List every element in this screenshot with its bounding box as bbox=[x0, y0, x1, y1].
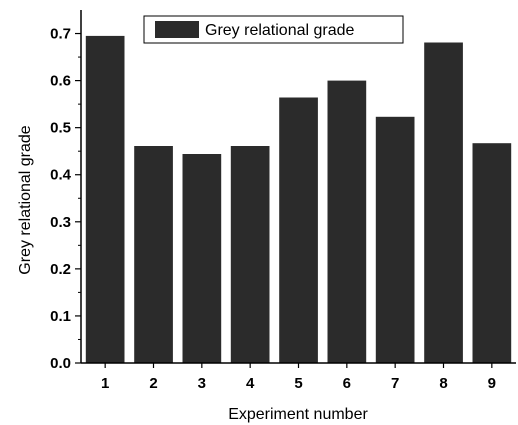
bar-1 bbox=[85, 35, 125, 364]
y-tick-label: 0.6 bbox=[50, 73, 71, 90]
y-axis-title: Grey relational grade bbox=[17, 125, 34, 275]
x-tick-label: 5 bbox=[294, 375, 302, 392]
y-ticks-group: 0.0 0.1 0.2 0.3 0.4 0.5 0.6 0.7 bbox=[50, 26, 81, 372]
bar-5 bbox=[279, 97, 318, 363]
x-axis-title: Experiment number bbox=[228, 406, 368, 423]
y-tick-label: 0.3 bbox=[50, 214, 71, 231]
x-tick-label: 1 bbox=[101, 375, 109, 392]
x-tick-label: 8 bbox=[439, 375, 447, 392]
bar-3 bbox=[182, 154, 222, 363]
bar-4 bbox=[230, 146, 270, 363]
bar-7 bbox=[375, 116, 415, 363]
x-tick-label: 4 bbox=[246, 375, 255, 392]
bar-8 bbox=[424, 42, 463, 363]
x-tick-label: 7 bbox=[391, 375, 399, 392]
y-tick-label: 0.1 bbox=[50, 308, 71, 325]
x-tick-label: 3 bbox=[198, 375, 206, 392]
legend-swatch bbox=[155, 21, 199, 38]
y-tick-label: 0.4 bbox=[50, 167, 72, 184]
legend: Grey relational grade bbox=[143, 15, 404, 44]
y-tick-label: 0.0 bbox=[50, 355, 71, 372]
y-tick-label: 0.2 bbox=[50, 261, 71, 278]
y-tick-label: 0.7 bbox=[50, 26, 71, 43]
y-tick-label: 0.5 bbox=[50, 120, 71, 137]
x-tick-label: 6 bbox=[343, 375, 351, 392]
x-tick-label: 2 bbox=[149, 375, 157, 392]
bars-group bbox=[85, 35, 512, 364]
legend-label: Grey relational grade bbox=[205, 22, 355, 39]
x-tick-label: 9 bbox=[488, 375, 496, 392]
bar-2 bbox=[134, 146, 173, 363]
x-ticks-group: 1 2 3 4 5 6 7 8 9 bbox=[101, 363, 496, 392]
bar-6 bbox=[327, 80, 367, 363]
bar-9 bbox=[472, 143, 512, 363]
